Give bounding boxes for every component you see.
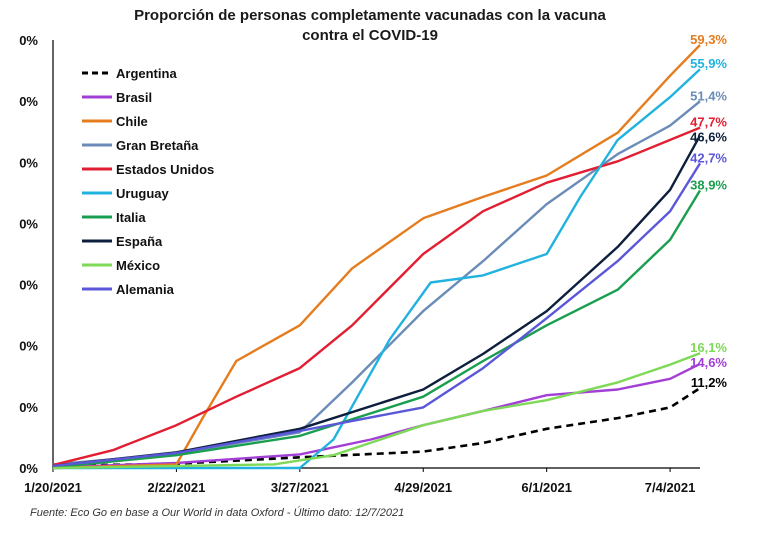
x-tick-label: 7/4/2021 <box>645 480 696 495</box>
source-note: Fuente: Eco Go en base a Our World in da… <box>30 506 404 519</box>
legend-label: Argentina <box>116 66 177 81</box>
series-line-chile <box>52 44 701 470</box>
y-tick-label: 0% <box>19 461 38 476</box>
x-tick-label: 2/22/2021 <box>147 480 205 495</box>
end-label: 59,3% <box>690 32 727 47</box>
series-lines <box>52 44 702 470</box>
series-line-argentina <box>52 387 701 468</box>
legend-label: Uruguay <box>116 186 170 201</box>
end-label: 42,7% <box>690 150 727 165</box>
y-tick-labels: 0% 0% 0% 0% 0% 0% 0% 0% <box>19 33 38 476</box>
legend-label: Chile <box>116 114 148 129</box>
end-label: 16,1% <box>690 340 727 355</box>
series-line-méxico <box>52 352 701 470</box>
legend-label: Alemania <box>116 282 175 297</box>
x-tick-labels: 1/20/2021 2/22/2021 3/27/2021 4/29/2021 6/1/… <box>24 468 695 495</box>
end-label: 47,7% <box>690 115 727 130</box>
y-tick-label: 0% <box>19 216 38 231</box>
end-label: 11,2% <box>691 375 728 390</box>
x-tick-label: 3/27/2021 <box>271 480 329 495</box>
series-line-alemania <box>52 162 702 468</box>
chart-title-line-1: Proporción de personas completamente vac… <box>134 7 606 24</box>
y-tick-label: 0% <box>19 33 38 48</box>
y-tick-label: 0% <box>19 94 38 109</box>
x-tick-label: 6/1/2021 <box>521 480 572 495</box>
y-tick-label: 0% <box>19 155 38 170</box>
legend-label: Italia <box>116 210 146 225</box>
series-line-italia <box>52 189 702 469</box>
y-tick-label: 0% <box>19 400 38 415</box>
legend-label: Estados Unidos <box>116 162 214 177</box>
x-tick-label: 1/20/2021 <box>24 480 82 495</box>
end-label: 46,6% <box>690 130 727 145</box>
end-labels: 59,3% 55,9% 51,4% 47,7%46,6% 42,7% 38,9% 16,1%… <box>690 32 727 390</box>
series-line-estados-unidos <box>52 126 701 467</box>
legend-label: México <box>116 258 160 273</box>
legend: Argentina Brasil Chile Gran Bretaña Estados … <box>82 66 214 297</box>
y-tick-label: 0% <box>19 339 38 354</box>
legend-label: España <box>116 234 163 249</box>
x-tick-label: 4/29/2021 <box>394 480 452 495</box>
legend-label: Brasil <box>116 90 152 105</box>
series-line-uruguay <box>53 68 701 470</box>
y-tick-label: 0% <box>19 278 38 293</box>
end-label: 55,9% <box>690 56 727 71</box>
legend-label: Gran Bretaña <box>116 138 199 153</box>
chart-title-line-2: contra el COVID-19 <box>302 27 438 44</box>
end-label: 51,4% <box>690 88 727 103</box>
end-label: 38,9% <box>690 178 727 193</box>
end-label: 14,6% <box>690 355 727 370</box>
